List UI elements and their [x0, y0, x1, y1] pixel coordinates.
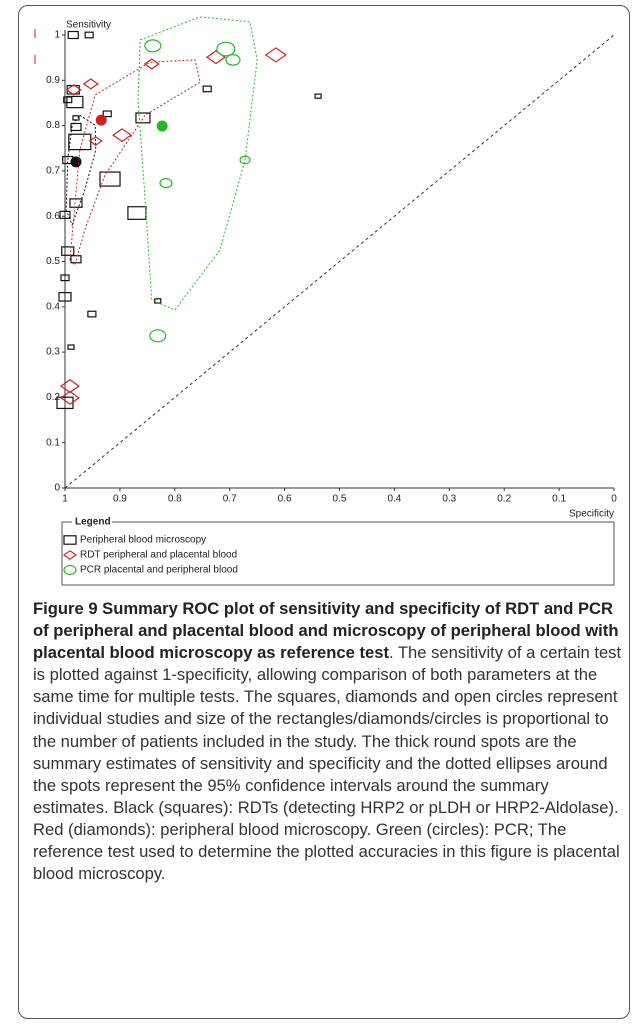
- study-point: [59, 390, 80, 405]
- x-tick-label: 0.8: [168, 494, 182, 505]
- chart: Sensitivity Specificity Legend 0 0.1 0.2 0.…: [34, 16, 617, 586]
- legend-title-bg: [72, 516, 112, 528]
- confidence-region: [65, 114, 97, 227]
- study-point: [65, 84, 82, 96]
- y-tick-label: 0.8: [46, 120, 60, 131]
- x-tick-label: 0: [611, 494, 617, 505]
- y-tick-label: 0.5: [46, 256, 60, 267]
- y-tick-label: 0.2: [46, 392, 60, 403]
- x-tick-label: 0.4: [387, 494, 401, 505]
- study-point: [205, 50, 227, 65]
- study-point: [202, 85, 212, 93]
- study-point: [127, 206, 147, 220]
- legend-label: RDT peripheral and placental blood: [80, 550, 237, 561]
- study-point: [68, 133, 92, 151]
- y-tick-label: 0.7: [46, 166, 60, 177]
- study-point: [82, 78, 99, 90]
- legend-label: PCR placental and peripheral blood: [80, 565, 238, 576]
- x-tick-label: 0.1: [552, 494, 566, 505]
- study-point: [159, 178, 173, 189]
- study-point: [69, 198, 83, 208]
- summary-point: [70, 156, 82, 168]
- diagonal-reference: [64, 34, 615, 489]
- y-axis-title: Sensitivity: [66, 20, 111, 31]
- study-point: [264, 47, 287, 63]
- study-point: [102, 110, 112, 118]
- y-tick-label: 0: [54, 483, 60, 494]
- y-tick-label: 0.4: [46, 301, 60, 312]
- y-tick-label: 0.3: [46, 347, 60, 358]
- study-point: [88, 136, 103, 146]
- x-tick-label: 0.6: [278, 494, 292, 505]
- study-point: [66, 95, 84, 109]
- x-tick-label: 0.9: [113, 494, 127, 505]
- x-tick-label: 1: [62, 494, 68, 505]
- caption-label: Figure 9: [33, 599, 98, 618]
- study-point: [143, 58, 160, 70]
- x-tick-label: 0.3: [442, 494, 456, 505]
- confidence-region: [69, 59, 201, 267]
- study-point: [99, 171, 121, 187]
- legend-marker: [63, 564, 77, 576]
- x-tick-label: 0.5: [333, 494, 347, 505]
- study-point: [60, 274, 70, 282]
- study-point: [72, 115, 80, 121]
- y-tick-label: 0.1: [46, 437, 60, 448]
- study-point: [84, 31, 94, 39]
- study-point: [112, 128, 133, 143]
- study-point: [239, 155, 251, 165]
- study-point: [67, 30, 79, 40]
- caption-heading: Figure 9 Summary ROC plot of sensitivity…: [33, 599, 618, 662]
- study-point: [70, 255, 82, 264]
- study-point: [144, 39, 162, 53]
- study-point: [149, 329, 167, 343]
- caption-text: . The sensitivity of a certain test is p…: [33, 643, 622, 884]
- summary-point: [156, 120, 168, 132]
- legend-box: [61, 521, 615, 586]
- y-tick-label: 1: [54, 30, 60, 41]
- study-point: [58, 292, 72, 302]
- study-point: [59, 379, 80, 394]
- study-point: [70, 122, 82, 132]
- study-point: [67, 344, 75, 350]
- y-tick-label: 0.9: [46, 75, 60, 86]
- y-tick-label: 0.6: [46, 211, 60, 222]
- x-tick-label: 0.7: [223, 494, 237, 505]
- study-point: [59, 210, 71, 219]
- study-point: [61, 246, 75, 256]
- study-point: [135, 112, 151, 124]
- caption-title: Summary ROC plot of sensitivity and spec…: [33, 599, 619, 663]
- x-tick-label: 0.2: [497, 494, 511, 505]
- study-point: [216, 41, 236, 57]
- x-axis-title: Specificity: [569, 509, 614, 520]
- caption: Figure 9 Summary ROC plot of sensitivity…: [33, 598, 623, 885]
- legend-title: Legend: [75, 517, 111, 528]
- legend-label: Peripheral blood microscopy: [80, 535, 206, 546]
- summary-point: [95, 114, 107, 126]
- figure-frame: [18, 5, 630, 1019]
- legend-marker: [62, 550, 78, 560]
- study-point: [225, 54, 241, 66]
- study-point: [56, 396, 74, 410]
- study-point: [87, 310, 97, 318]
- legend-marker: [63, 535, 77, 545]
- confidence-region: [137, 16, 258, 311]
- study-point: [314, 93, 322, 99]
